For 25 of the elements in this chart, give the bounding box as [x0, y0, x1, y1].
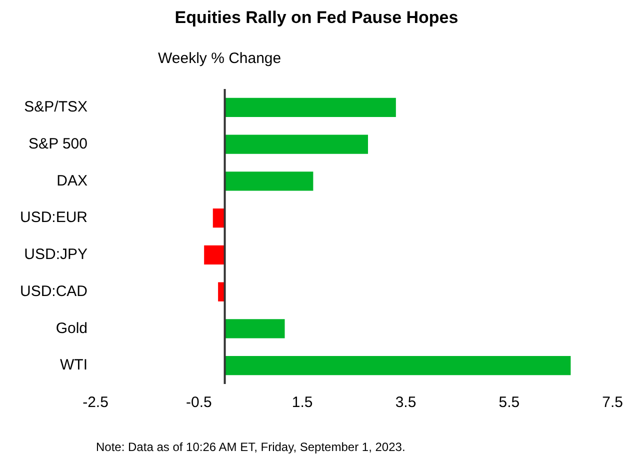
- bar: [224, 319, 285, 338]
- y-tick-label: USD:JPY: [24, 246, 88, 264]
- y-tick-label: Gold: [56, 320, 88, 337]
- bar: [224, 356, 571, 376]
- x-tick-label: 1.5: [292, 394, 313, 412]
- y-tick-label: USD:EUR: [20, 209, 88, 226]
- bar: [224, 134, 368, 154]
- bar: [224, 98, 396, 118]
- y-tick-label: DAX: [56, 172, 88, 190]
- bar: [204, 245, 225, 265]
- x-tick-label: -2.5: [82, 394, 108, 412]
- y-tick-label: WTI: [60, 356, 88, 374]
- x-tick-label: -0.5: [186, 394, 212, 412]
- chart-subtitle: Weekly % Change: [158, 50, 282, 67]
- y-tick-label: USD:CAD: [20, 282, 88, 300]
- bar: [218, 282, 225, 302]
- x-tick-label: 7.5: [602, 394, 624, 412]
- y-tick-label: S&P 500: [28, 135, 88, 152]
- chart-title: Equities Rally on Fed Pause Hopes: [174, 8, 460, 28]
- x-tick-label: 3.5: [395, 394, 416, 412]
- text: Note: Data as of 10:26 AM ET, Friday, September 1, 2023.: [96, 440, 406, 454]
- bar: [224, 172, 314, 191]
- y-tick-label: S&P/TSX: [24, 98, 88, 116]
- x-tick-label: 5.5: [498, 394, 520, 412]
- bar: [212, 208, 225, 228]
